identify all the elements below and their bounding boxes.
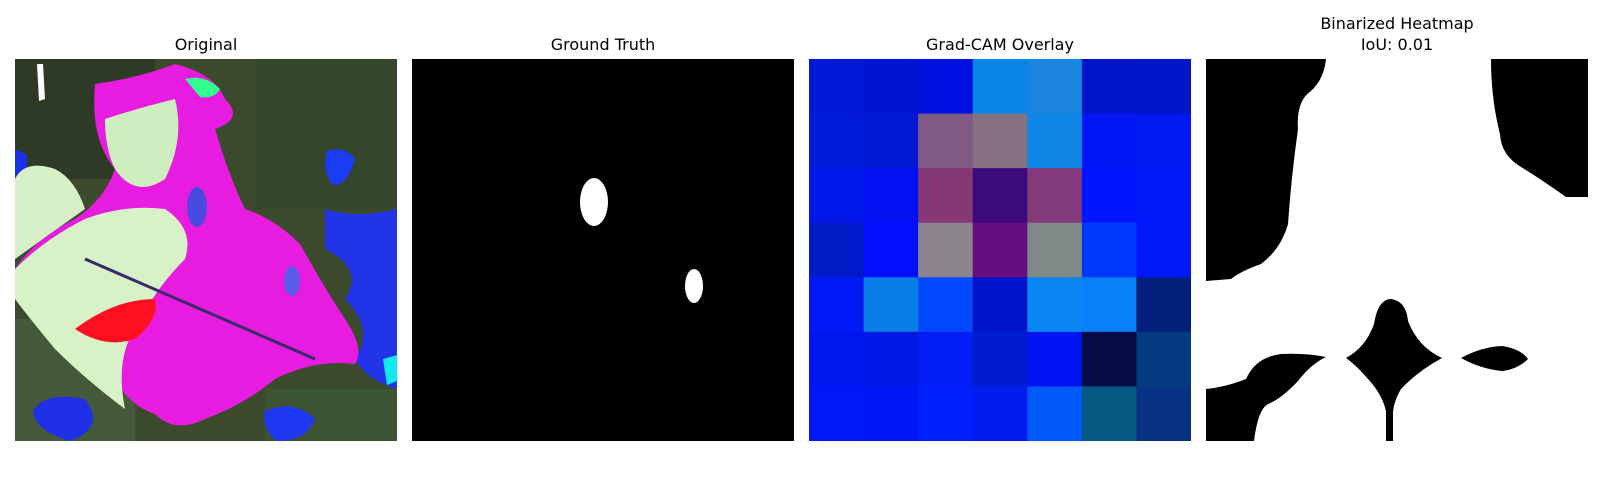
heatmap-cell bbox=[918, 331, 974, 387]
heatmap-cell bbox=[1081, 59, 1137, 115]
heatmap-cell bbox=[863, 168, 919, 224]
heatmap-cell bbox=[809, 113, 865, 169]
heatmap-cell bbox=[1136, 168, 1191, 224]
heatmap-cell bbox=[1081, 113, 1137, 169]
heatmap-cell bbox=[1027, 222, 1083, 278]
iou-score-label: IoU: 0.01 bbox=[1360, 35, 1434, 54]
heatmap-cell bbox=[918, 168, 974, 224]
heatmap-cell bbox=[1081, 386, 1137, 441]
heatmap-cell bbox=[1027, 113, 1083, 169]
heatmap-cell bbox=[1027, 331, 1083, 387]
gradcam-panel-title: Grad-CAM Overlay bbox=[926, 35, 1074, 54]
heatmap-cell bbox=[1136, 331, 1191, 387]
lesion-region bbox=[685, 269, 703, 303]
ground-truth-mask bbox=[412, 59, 794, 441]
heatmap-cell bbox=[1081, 222, 1137, 278]
heatmap-cell bbox=[863, 386, 919, 441]
black-region bbox=[1206, 353, 1326, 441]
heatmap-grid bbox=[809, 59, 1191, 441]
heatmap-cell bbox=[1136, 113, 1191, 169]
binary-mask-image bbox=[1206, 59, 1588, 441]
heatmap-cell bbox=[918, 59, 974, 115]
heatmap-cell bbox=[1081, 331, 1137, 387]
heatmap-cell bbox=[1136, 277, 1191, 333]
heatmap-cell bbox=[1081, 277, 1137, 333]
heatmap-cell bbox=[1027, 168, 1083, 224]
heatmap-cell bbox=[972, 386, 1028, 441]
heatmap-cell bbox=[863, 113, 919, 169]
heatmap-cell bbox=[863, 331, 919, 387]
heatmap-cell bbox=[863, 277, 919, 333]
heatmap-cell bbox=[1136, 386, 1191, 441]
black-region bbox=[1461, 346, 1528, 371]
heatmap-cell bbox=[972, 59, 1028, 115]
heatmap-cell bbox=[1027, 59, 1083, 115]
lesion-region bbox=[580, 178, 608, 226]
heatmap-cell bbox=[809, 222, 865, 278]
ground-truth-panel-title: Ground Truth bbox=[550, 35, 656, 54]
heatmap-cell bbox=[972, 277, 1028, 333]
heatmap-cell bbox=[809, 277, 865, 333]
heatmap-cell bbox=[809, 59, 865, 115]
heatmap-cell bbox=[1027, 277, 1083, 333]
original-panel-title: Original bbox=[174, 35, 238, 54]
leaf-photo bbox=[15, 59, 397, 441]
heatmap-cell bbox=[918, 386, 974, 441]
black-region bbox=[1206, 59, 1326, 281]
binarized-panel-title: Binarized Heatmap bbox=[1320, 14, 1474, 33]
heatmap-cell bbox=[1136, 222, 1191, 278]
heatmap-cell bbox=[809, 331, 865, 387]
gradcam-overlay bbox=[809, 59, 1191, 441]
heatmap-cell bbox=[1081, 168, 1137, 224]
heatmap-cell bbox=[918, 113, 974, 169]
heatmap-cell bbox=[972, 331, 1028, 387]
heatmap-cell bbox=[972, 222, 1028, 278]
binarized-heatmap bbox=[1206, 59, 1588, 441]
black-region bbox=[1491, 59, 1588, 197]
heatmap-cell bbox=[918, 277, 974, 333]
heatmap-cell bbox=[1027, 386, 1083, 441]
heatmap-cell bbox=[863, 222, 919, 278]
heatmap-cell bbox=[972, 113, 1028, 169]
heatmap-cell bbox=[863, 59, 919, 115]
mask-image bbox=[412, 59, 794, 441]
black-region bbox=[1346, 299, 1442, 441]
heatmap-cell bbox=[809, 386, 865, 441]
original-image bbox=[15, 59, 397, 441]
heatmap-cell bbox=[809, 168, 865, 224]
heatmap-cell bbox=[1136, 59, 1191, 115]
heatmap-cell bbox=[972, 168, 1028, 224]
heatmap-cell bbox=[918, 222, 974, 278]
